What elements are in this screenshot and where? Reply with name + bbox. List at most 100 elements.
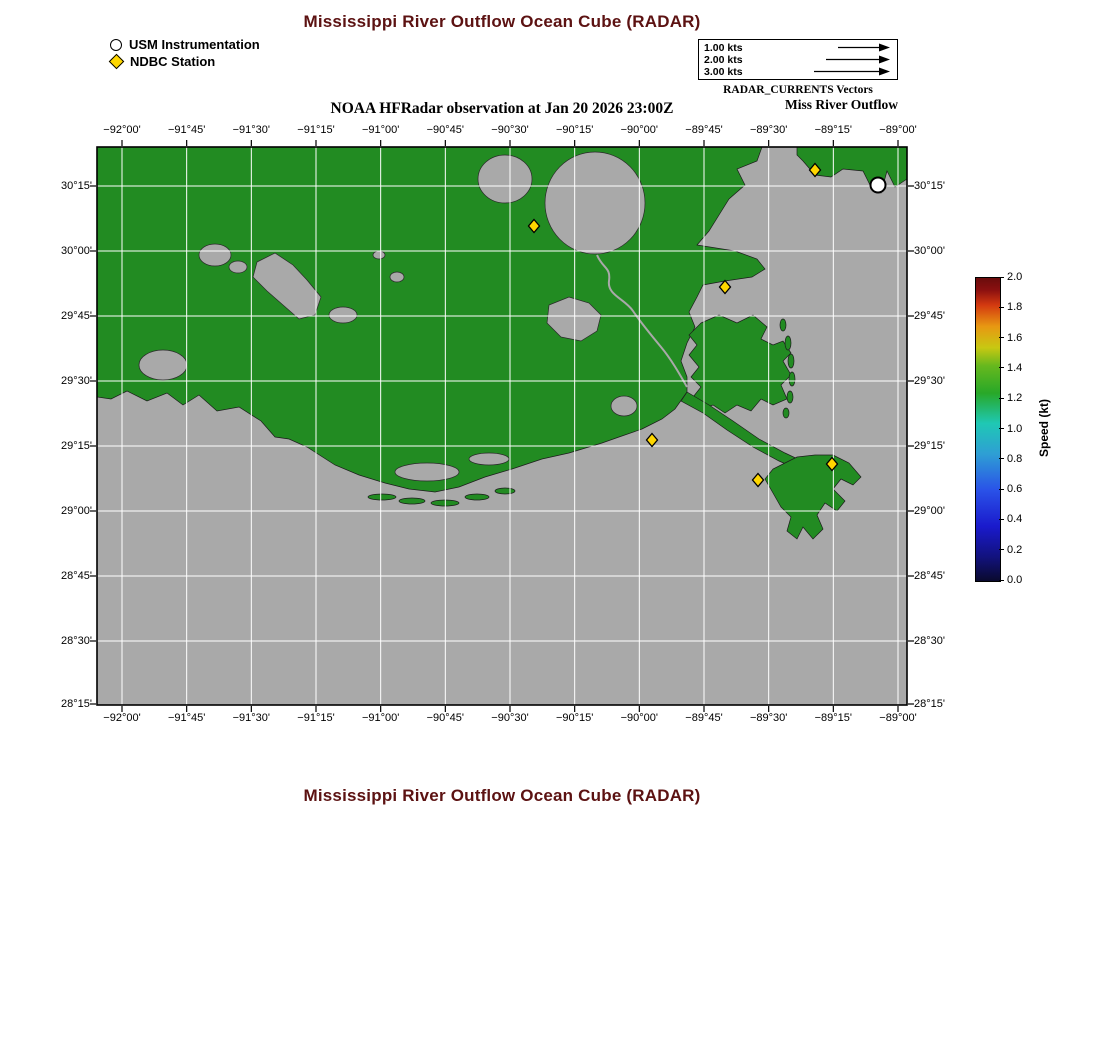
region-label: Miss River Outflow <box>785 97 898 112</box>
white-lake <box>138 349 188 381</box>
mississippi-river <box>596 254 688 388</box>
x-axis-tick-label: −89°30' <box>749 712 788 724</box>
colorbar-tick-label: 1.4 <box>1007 361 1023 374</box>
ndbc-station-marker <box>527 218 541 234</box>
bottom-title: Mississippi River Outflow Ocean Cube (RA… <box>303 786 701 805</box>
usm-circle-icon <box>110 38 122 51</box>
ndbc-station-marker <box>808 162 822 178</box>
x-axis-tick-label: −91°30' <box>232 124 271 136</box>
axis-ticks <box>90 140 914 712</box>
ndbc-station-marker <box>645 432 659 448</box>
y-axis-tick-label: 28°30' <box>61 635 92 647</box>
speed-colorbar <box>975 277 1001 582</box>
ndbc-station-marker <box>718 279 732 295</box>
colorbar-tick-label: 1.8 <box>1007 301 1023 314</box>
x-axis-tick-label: −89°00' <box>879 712 917 724</box>
x-axis-tick-label: −92°00' <box>103 712 141 724</box>
vector-speed-label: 2.00 kts <box>704 53 743 66</box>
x-axis-tick-label: −91°15' <box>297 124 335 136</box>
x-axis-tick-label: −90°00' <box>620 124 659 136</box>
x-axis-tick-label: −90°30' <box>491 712 529 724</box>
vector-scale-row: 2.00 kts <box>704 53 892 66</box>
y-axis-tick-label: 28°45' <box>914 570 945 582</box>
usm-station-marker <box>869 176 887 194</box>
x-axis-tick-label: −91°00' <box>361 124 400 136</box>
x-axis-tick-label: −89°30' <box>749 124 788 136</box>
lake-maurepas <box>477 154 533 204</box>
legend-item-ndbc: NDBC Station <box>108 53 260 70</box>
vector-scale-row: 3.00 kts <box>704 65 892 78</box>
y-axis-tick-label: 28°15' <box>914 698 945 710</box>
y-axis-tick-label: 28°45' <box>61 570 92 582</box>
y-axis-tick-label: 30°15' <box>914 180 945 192</box>
colorbar-tick-label: 1.0 <box>1007 422 1023 435</box>
colorbar-tick-label: 1.2 <box>1007 392 1023 405</box>
y-axis-tick-label: 28°15' <box>61 698 92 710</box>
x-axis-tick-label: −91°45' <box>167 124 206 136</box>
y-axis-tick-label: 29°45' <box>61 310 92 322</box>
symbol-legend: USM Instrumentation NDBC Station <box>108 36 260 70</box>
vector-arrow-icon <box>826 55 890 64</box>
map-frame <box>96 146 908 706</box>
vector-scale-row: 1.00 kts <box>704 41 892 54</box>
y-axis-tick-label: 30°00' <box>914 245 945 257</box>
x-axis-tick-label: −90°15' <box>555 712 594 724</box>
timbalier-bay <box>468 452 510 466</box>
colorbar-tick-label: 0.8 <box>1007 452 1023 465</box>
y-axis-tick-label: 30°15' <box>61 180 92 192</box>
y-axis-tick-label: 29°15' <box>61 440 92 452</box>
x-axis-tick-label: −91°00' <box>361 712 400 724</box>
lake-salvador <box>546 296 602 342</box>
colorbar-tick-label: 0.2 <box>1007 543 1023 556</box>
x-axis-tick-label: −89°15' <box>814 124 853 136</box>
y-axis-tick-label: 29°00' <box>914 505 945 517</box>
ndbc-station-marker <box>751 472 765 488</box>
station-markers <box>527 162 887 488</box>
mississippi-delta-birdfoot <box>764 454 862 540</box>
x-axis-tick-label: −90°15' <box>555 124 594 136</box>
ndbc-station-marker <box>825 456 839 472</box>
colorbar-tick-label: 2.0 <box>1007 271 1023 283</box>
colorbar-tick-label: 0.6 <box>1007 483 1023 496</box>
colorbar-tick-label: 1.6 <box>1007 331 1023 344</box>
vector-scale-box: 1.00 kts 2.00 kts 3.00 kts <box>698 39 898 80</box>
y-axis-tick-label: 29°15' <box>914 440 945 452</box>
grand-lake <box>252 252 322 320</box>
x-axis-tick-label: −91°30' <box>232 712 271 724</box>
lake-pontchartrain <box>544 151 646 255</box>
colorbar-tick-label: 0.0 <box>1007 574 1023 586</box>
y-axis-tick-label: 29°30' <box>61 375 92 387</box>
y-axis-tick-label: 30°00' <box>61 245 92 257</box>
lake-penchant <box>328 306 358 324</box>
biloxi-marsh <box>688 314 792 414</box>
page-title: Mississippi River Outflow Ocean Cube (RA… <box>303 12 701 31</box>
colorbar-axis-label: Speed (kt) <box>1037 399 1051 458</box>
vector-speed-label: 1.00 kts <box>704 41 743 54</box>
vector-scale-caption: RADAR_CURRENTS Vectors <box>723 84 873 96</box>
x-axis-tick-label: −91°45' <box>167 712 206 724</box>
x-axis-tick-label: −91°15' <box>297 712 335 724</box>
small-lake <box>372 250 386 260</box>
lake-layer <box>138 151 646 482</box>
grid-layer <box>97 147 907 705</box>
x-axis-tick-label: −90°30' <box>491 124 529 136</box>
vector-arrow-icon <box>838 43 890 52</box>
x-axis-tick-label: −90°00' <box>620 712 659 724</box>
colorbar-tick-label: 0.4 <box>1007 513 1023 526</box>
chandeleur-islands <box>779 318 796 419</box>
map-subtitle: NOAA HFRadar observation at Jan 20 2026 … <box>330 100 674 117</box>
lake-verret <box>198 243 232 267</box>
small-lake <box>389 271 405 283</box>
x-axis-tick-label: −89°15' <box>814 712 853 724</box>
x-axis-tick-label: −90°45' <box>426 712 465 724</box>
vector-speed-label: 3.00 kts <box>704 65 743 78</box>
map <box>90 140 914 712</box>
legend-label-ndbc: NDBC Station <box>130 54 216 69</box>
x-axis-tick-label: −89°45' <box>685 124 723 136</box>
x-axis-tick-label: −92°00' <box>103 124 141 136</box>
y-axis-tick-label: 29°00' <box>61 505 92 517</box>
vector-arrow-icon <box>814 67 890 76</box>
legend-label-usm: USM Instrumentation <box>129 37 260 52</box>
legend-item-usm: USM Instrumentation <box>110 36 260 53</box>
ndbc-diamond-icon <box>108 53 125 70</box>
